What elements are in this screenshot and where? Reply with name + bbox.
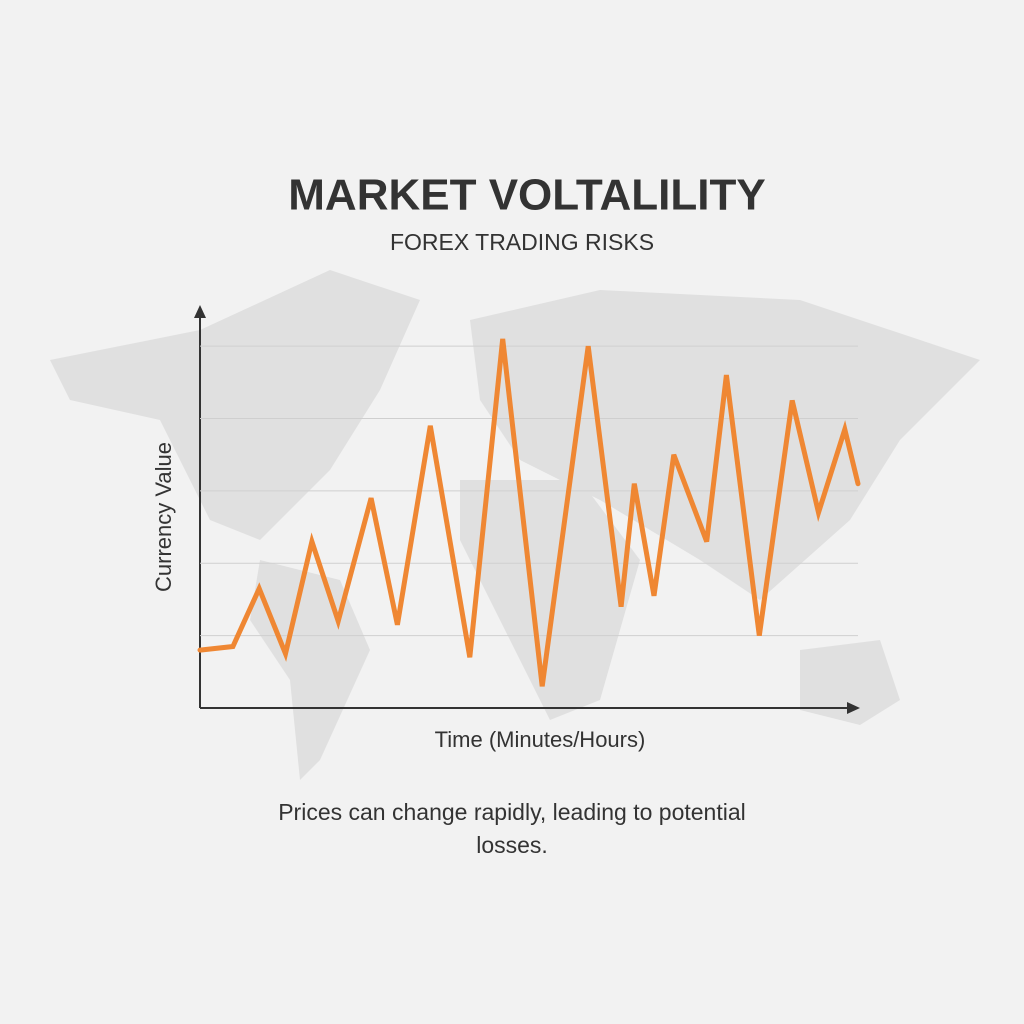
world-map [50, 270, 980, 780]
chart-subtitle: FOREX TRADING RISKS [390, 229, 654, 255]
y-axis-arrow [194, 305, 206, 318]
x-axis-label: Time (Minutes/Hours) [435, 727, 646, 752]
line-series [197, 338, 861, 687]
x-axis-arrow [847, 702, 860, 714]
y-axis-label: Currency Value [151, 442, 176, 592]
caption: Prices can change rapidly, leading to po… [278, 799, 746, 858]
chart-title: MARKET VOLTALILITY [288, 171, 765, 220]
